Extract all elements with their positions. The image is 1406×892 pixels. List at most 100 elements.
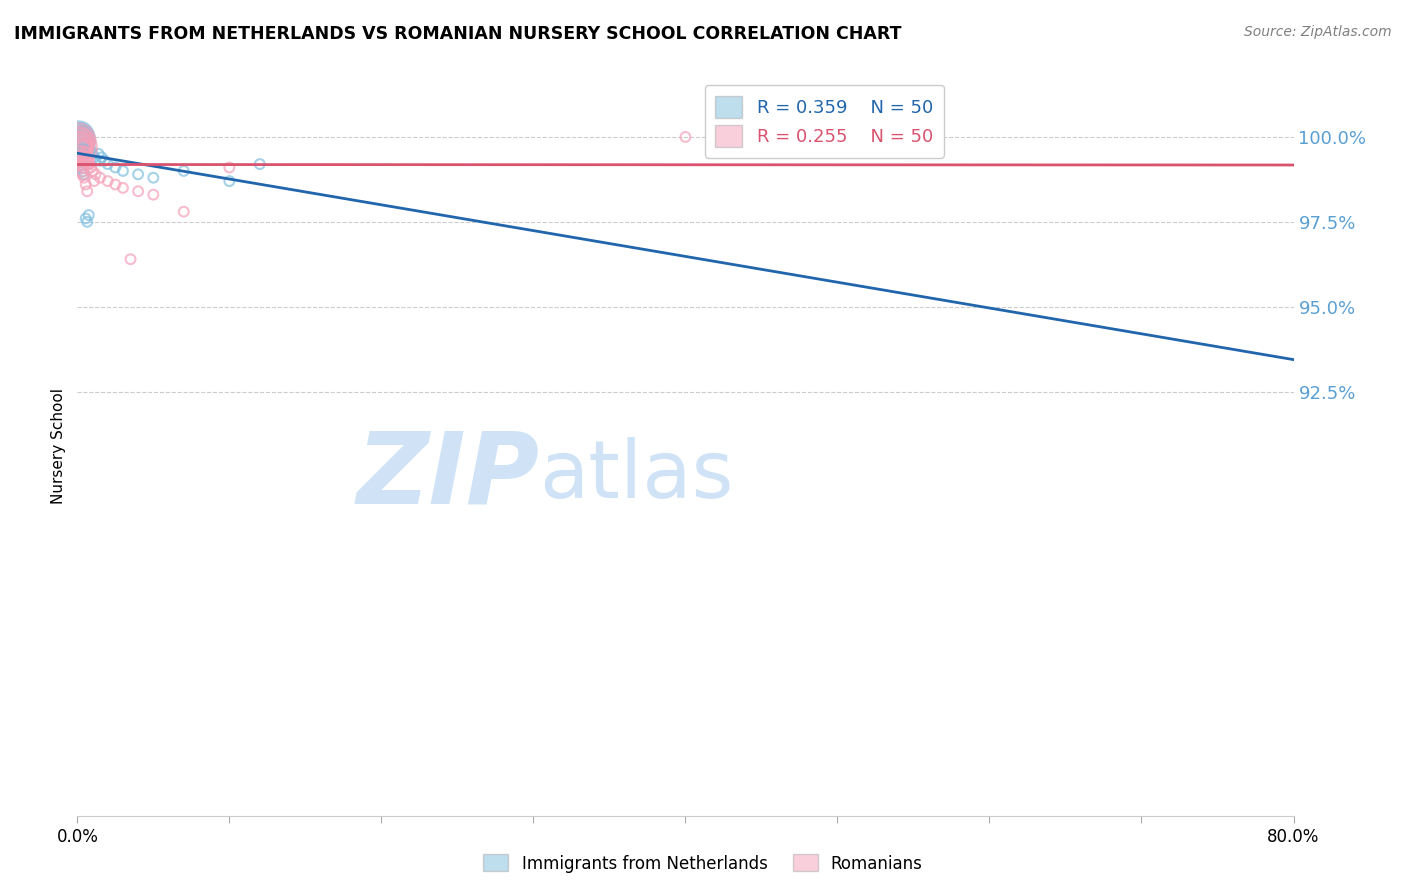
Point [72,161,94,175]
Point [76,150,98,164]
Point [104,161,127,175]
Text: ZIP: ZIP [357,427,540,524]
Point [73,140,96,154]
Point [72,140,94,154]
Point [89,153,111,168]
Point [77,136,100,151]
Point [77,147,100,161]
Point [77,157,100,171]
Point [70,136,93,151]
Point [75,211,97,226]
Point [69,136,91,151]
Y-axis label: Nursery School: Nursery School [51,388,66,504]
Point [70,150,93,164]
Point [111,181,134,195]
Point [173,164,195,178]
Point [69,153,91,168]
Point [70,161,93,175]
Point [84,167,107,181]
Point [69,136,91,151]
Point [69,133,91,147]
Point [218,174,240,188]
Point [76,184,98,198]
Point [72,140,94,154]
Point [75,178,97,192]
Point [69,130,91,145]
Point [67,140,90,154]
Point [69,140,91,154]
Point [73,170,96,185]
Point [69,144,91,158]
Point [73,130,96,145]
Point [69,136,91,151]
Point [69,130,91,145]
Point [67,130,90,145]
Point [111,164,134,178]
Point [75,147,97,161]
Point [127,184,149,198]
Point [104,178,127,192]
Point [70,140,93,154]
Point [82,164,104,178]
Point [83,174,105,188]
Point [73,144,96,158]
Point [69,153,91,168]
Point [70,133,93,147]
Point [76,144,98,158]
Point [83,150,105,164]
Point [89,170,111,185]
Point [70,144,93,158]
Point [70,164,93,178]
Point [67,136,90,151]
Point [84,153,107,168]
Point [73,150,96,164]
Point [67,133,90,147]
Point [72,167,94,181]
Text: IMMIGRANTS FROM NETHERLANDS VS ROMANIAN NURSERY SCHOOL CORRELATION CHART: IMMIGRANTS FROM NETHERLANDS VS ROMANIAN … [14,25,901,43]
Point [69,147,91,161]
Point [97,174,120,188]
Legend: R = 0.359    N = 50, R = 0.255    N = 50: R = 0.359 N = 50, R = 0.255 N = 50 [704,85,943,158]
Point [79,140,101,154]
Point [173,204,195,219]
Point [67,133,90,147]
Point [70,140,93,154]
Point [70,157,93,171]
Point [72,164,94,178]
Point [72,133,94,147]
Point [97,157,120,171]
Point [73,147,96,161]
Point [142,170,165,185]
Point [67,133,90,147]
Point [76,215,98,229]
Point [72,147,94,161]
Point [75,136,97,151]
Text: atlas: atlas [540,436,734,515]
Point [70,136,93,151]
Point [675,130,697,145]
Point [72,144,94,158]
Point [73,133,96,147]
Point [218,161,240,175]
Point [127,167,149,181]
Point [77,208,100,222]
Point [249,157,271,171]
Point [75,140,97,154]
Point [82,147,104,161]
Point [75,153,97,168]
Point [142,187,165,202]
Text: Source: ZipAtlas.com: Source: ZipAtlas.com [1244,25,1392,39]
Point [67,147,90,161]
Point [73,150,96,164]
Point [77,153,100,168]
Point [90,150,112,164]
Point [80,161,103,175]
Point [67,130,90,145]
Point [67,136,90,151]
Legend: Immigrants from Netherlands, Romanians: Immigrants from Netherlands, Romanians [477,847,929,880]
Point [77,157,100,171]
Point [93,153,115,168]
Point [69,157,91,171]
Point [73,167,96,181]
Point [72,136,94,151]
